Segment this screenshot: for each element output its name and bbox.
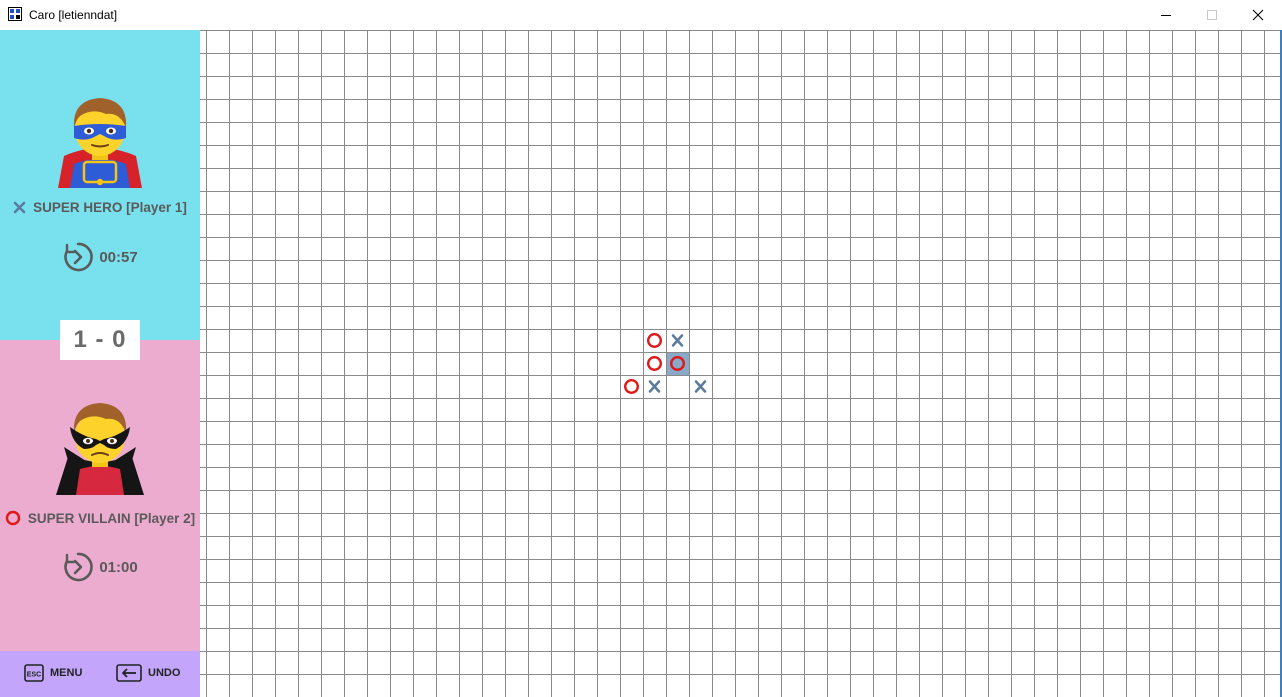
bottom-bar: ESC MENU UNDO [0,651,200,697]
title-bar: Caro [letienndat] [0,0,1282,30]
o-mark [647,333,663,349]
player2-timer-value: 01:00 [99,558,138,576]
x-mark-stroke [671,334,684,347]
board-marks [624,333,707,395]
esc-key-icon: ESC [24,664,44,682]
player2-panel: SUPER VILLAIN [Player 2] 01:00 [0,340,200,651]
board-cell-x [694,380,707,393]
maximize-button[interactable] [1189,0,1235,30]
supervillain-icon [56,403,144,495]
score-display: 1 - 0 [60,320,140,360]
back-arrow-icon [116,664,142,682]
timer-icon [64,552,94,582]
game-board[interactable] [200,30,1282,697]
board-cell-x [671,334,684,347]
board-cell-o [647,356,663,372]
minimize-button[interactable] [1143,0,1189,30]
timer-icon [64,242,94,272]
o-mark [624,379,640,395]
board-cell-o [667,353,689,375]
o-mark [647,356,663,372]
close-icon [1252,9,1264,21]
player2-timer: 01:00 [0,551,200,583]
menu-button[interactable]: ESC MENU [24,664,82,682]
esc-key-label: ESC [27,672,41,679]
board-edge [1280,30,1282,697]
player1-label: SUPER HERO [Player 1] [0,200,200,215]
x-mark-icon [13,201,26,214]
minimize-icon [1161,15,1171,16]
superhero-icon [58,98,142,188]
o-mark-icon [5,510,21,526]
board-cell-o [647,333,663,349]
close-button[interactable] [1235,0,1281,30]
app-icon [8,7,22,21]
undo-label: UNDO [148,667,181,679]
player1-name: SUPER HERO [Player 1] [33,200,187,215]
undo-button[interactable]: UNDO [116,664,180,682]
board-cell-x [648,380,661,393]
x-mark-stroke [648,380,661,393]
menu-label: MENU [50,667,83,679]
player2-name: SUPER VILLAIN [Player 2] [27,510,196,526]
o-mark [670,356,686,372]
player2-label: SUPER VILLAIN [Player 2] [0,510,200,526]
window-title: Caro [letienndat] [29,8,118,22]
maximize-icon [1207,10,1217,20]
player1-panel: SUPER HERO [Player 1] 00:57 [0,30,200,340]
board-cell-o [624,379,640,395]
player1-timer: 00:57 [0,241,200,273]
player1-timer-value: 00:57 [99,248,138,266]
x-mark-stroke [694,380,707,393]
